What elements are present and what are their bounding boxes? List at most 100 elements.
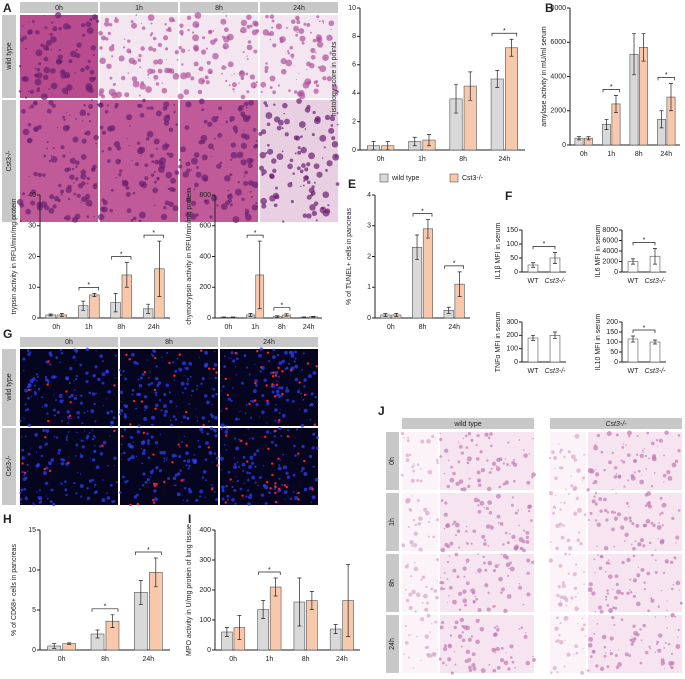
image-texture xyxy=(85,21,92,28)
image-texture xyxy=(193,454,196,456)
image-texture xyxy=(214,416,218,420)
image-texture xyxy=(295,428,299,431)
image-texture xyxy=(136,141,141,145)
image-texture xyxy=(274,194,280,200)
image-texture xyxy=(614,606,618,610)
image-texture xyxy=(225,120,229,124)
image-texture xyxy=(670,652,674,656)
significance-bracket xyxy=(273,307,291,311)
image-texture xyxy=(532,655,534,658)
image-texture xyxy=(625,501,629,505)
error-bar xyxy=(553,331,557,340)
image-texture xyxy=(52,147,55,150)
image-texture xyxy=(154,407,157,410)
image-texture xyxy=(91,429,94,431)
image-texture xyxy=(133,360,137,365)
y-tick-label: 6000 xyxy=(602,237,618,244)
panel-letter: I xyxy=(188,512,191,526)
image-texture xyxy=(89,203,92,206)
image-texture xyxy=(286,475,291,479)
image-texture xyxy=(20,502,23,505)
image-texture xyxy=(242,51,245,54)
image-texture xyxy=(483,542,487,546)
image-texture xyxy=(223,365,227,368)
row-header xyxy=(386,615,399,673)
image-texture xyxy=(104,21,110,27)
image-texture xyxy=(79,401,83,405)
image-texture xyxy=(445,664,448,667)
image-texture xyxy=(291,400,295,403)
image-texture xyxy=(640,639,643,642)
image-texture xyxy=(236,479,239,483)
image-texture xyxy=(225,449,228,451)
image-texture xyxy=(412,667,415,669)
image-texture xyxy=(220,410,222,412)
image-texture xyxy=(526,558,531,563)
y-tick-label: 4000 xyxy=(550,73,566,80)
image-texture xyxy=(65,493,68,497)
image-texture xyxy=(453,625,457,630)
image-texture xyxy=(641,449,644,452)
image-texture xyxy=(230,399,233,403)
image-texture xyxy=(629,591,633,594)
image-texture xyxy=(522,603,525,606)
image-texture xyxy=(147,376,150,379)
error-bar xyxy=(124,262,129,288)
image-texture xyxy=(171,461,174,464)
image-texture xyxy=(174,170,180,176)
image-texture xyxy=(43,154,47,158)
image-texture xyxy=(156,147,159,151)
image-texture xyxy=(321,157,324,159)
error-bar xyxy=(92,293,97,297)
image-texture xyxy=(558,633,561,637)
image-texture xyxy=(278,386,281,390)
image-texture xyxy=(190,76,195,81)
image-texture xyxy=(211,116,218,123)
image-texture xyxy=(46,379,50,383)
image-texture xyxy=(52,502,56,507)
image-texture xyxy=(75,374,78,378)
error-bar xyxy=(553,252,557,264)
image-texture xyxy=(150,424,153,426)
column-label: 0h xyxy=(65,339,73,346)
image-texture xyxy=(173,378,175,380)
image-texture xyxy=(583,513,587,517)
image-texture xyxy=(261,394,265,398)
image-texture xyxy=(431,623,433,625)
image-texture xyxy=(93,215,95,218)
image-texture xyxy=(200,134,208,142)
image-texture xyxy=(198,356,200,359)
significance-star: * xyxy=(643,237,646,244)
image-texture xyxy=(432,535,435,539)
image-texture xyxy=(157,58,163,65)
image-texture xyxy=(126,208,132,214)
image-texture xyxy=(46,383,49,386)
image-texture xyxy=(248,495,252,500)
image-texture xyxy=(198,495,202,498)
image-texture xyxy=(596,622,599,625)
image-texture xyxy=(226,494,230,498)
image-texture xyxy=(120,400,122,403)
image-texture xyxy=(205,80,210,85)
image-texture xyxy=(563,665,566,668)
image-texture xyxy=(677,636,679,638)
image-texture xyxy=(93,444,96,447)
image-texture xyxy=(630,638,636,643)
image-texture xyxy=(120,75,126,81)
image-texture xyxy=(559,622,562,625)
image-texture xyxy=(497,521,500,524)
image-texture xyxy=(240,30,243,33)
image-texture xyxy=(556,616,559,620)
image-texture xyxy=(129,436,131,438)
image-texture xyxy=(220,18,227,25)
image xyxy=(120,428,218,505)
image-texture xyxy=(331,141,339,148)
image-texture xyxy=(86,27,94,35)
x-tick-label: Cst3-/- xyxy=(645,368,667,375)
row-label: 1h xyxy=(389,518,396,526)
image-texture xyxy=(496,514,501,519)
significance-star: * xyxy=(281,303,284,310)
image-texture xyxy=(306,69,308,71)
image-texture xyxy=(227,35,230,39)
column-header xyxy=(120,337,218,347)
